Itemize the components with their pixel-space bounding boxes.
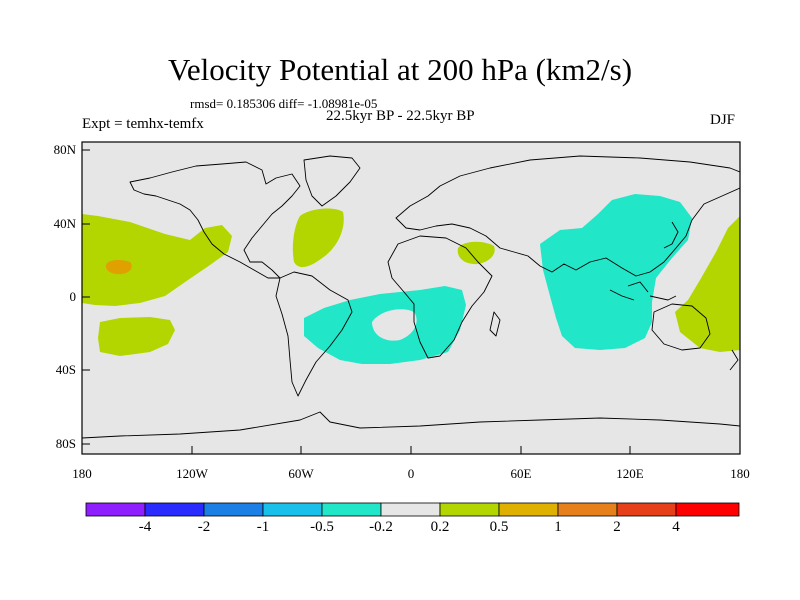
colorbar-swatch-5 xyxy=(380,502,441,517)
coastline-south-america xyxy=(275,271,353,397)
rmsd-diff-stats: rmsd= 0.185306 diff= -1.08981e-05 xyxy=(190,96,378,111)
colorbar-swatch-1 xyxy=(144,502,205,517)
colorbar-swatch-4 xyxy=(321,502,382,517)
period-subtitle: 22.5kyr BP - 22.5kyr BP xyxy=(326,108,475,124)
colorbar-label: 1 xyxy=(554,519,562,535)
lon-label-0: 0 xyxy=(407,466,415,481)
colorbar-swatch-7 xyxy=(498,502,559,517)
lon-label-120w: 120W xyxy=(176,466,208,481)
season-label: DJF xyxy=(710,112,736,128)
lon-label-180w: 180 xyxy=(72,466,92,481)
coastline-greenland xyxy=(303,155,361,207)
colorbar-label: 0.2 xyxy=(430,519,450,535)
coastline-new-zealand xyxy=(729,349,739,371)
colorbar-label: -0.2 xyxy=(369,519,393,535)
colorbar-swatch-6 xyxy=(439,502,500,517)
coastline-japan xyxy=(663,221,679,249)
coastline-australia xyxy=(651,303,711,351)
colorbar-swatch-0 xyxy=(85,502,146,517)
colorbar-swatch-9 xyxy=(616,502,677,517)
region-north-atlantic-positive xyxy=(292,208,344,268)
coastline-africa xyxy=(387,235,493,359)
lat-label-80n: 80N xyxy=(53,142,76,157)
colorbar-label: 0.5 xyxy=(489,519,509,535)
colorbar-label: 4 xyxy=(672,519,680,535)
colorbar-swatch-8 xyxy=(557,502,618,517)
colorbar-swatch-2 xyxy=(203,502,264,517)
colorbar-label: -4 xyxy=(138,519,152,535)
lat-label-0: 0 xyxy=(69,289,77,304)
region-south-pacific-positive xyxy=(98,317,175,356)
lon-label-180e: 180 xyxy=(730,466,750,481)
colorbar-label: -0.5 xyxy=(310,519,334,535)
region-west-pacific-positive xyxy=(675,216,740,352)
coastline-madagascar xyxy=(489,311,501,337)
region-north-pacific-positive xyxy=(82,214,232,306)
colorbar-label: -1 xyxy=(256,519,270,535)
lon-label-60w: 60W xyxy=(288,466,314,481)
colorbar-swatch-3 xyxy=(262,502,323,517)
coastline-antarctica xyxy=(82,411,740,439)
region-hawaii-strong-positive xyxy=(105,260,132,275)
chart-title: Velocity Potential at 200 hPa (km2/s) xyxy=(167,52,633,87)
lon-label-120e: 120E xyxy=(616,466,644,481)
colorbar xyxy=(85,502,740,517)
colorbar-label: 2 xyxy=(613,519,621,535)
coastline-indonesia xyxy=(609,281,677,301)
coastline-eurasia xyxy=(395,155,740,277)
coastline-north-america xyxy=(129,161,301,279)
region-asia-maritime-negative xyxy=(540,194,692,350)
lat-label-40n: 40N xyxy=(53,216,76,231)
region-south-atlantic-negative xyxy=(304,286,466,364)
colorbar-swatch-10 xyxy=(675,502,740,517)
experiment-label: Expt = temhx-temfx xyxy=(82,116,204,132)
colorbar-label: -2 xyxy=(197,519,211,535)
lat-label-80s: 80S xyxy=(55,436,76,451)
lon-label-60e: 60E xyxy=(510,466,532,481)
lat-label-40s: 40S xyxy=(55,362,76,377)
region-red-sea-positive xyxy=(457,241,495,265)
